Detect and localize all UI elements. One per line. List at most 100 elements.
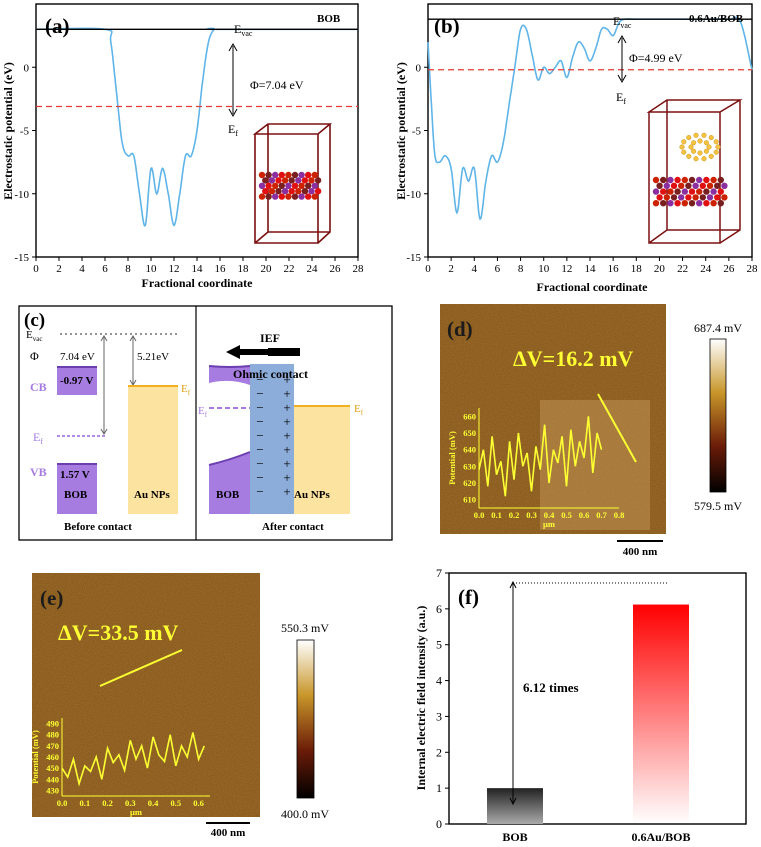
atom bbox=[278, 171, 285, 179]
atom bbox=[688, 188, 696, 195]
y-tick-label: 5 bbox=[436, 638, 442, 652]
inset-y-label: Potential (mV) bbox=[447, 431, 457, 485]
atom bbox=[667, 188, 674, 195]
atom bbox=[262, 188, 269, 195]
minus-sign: − bbox=[256, 470, 263, 485]
y-tick-label: 0 bbox=[436, 817, 442, 831]
y-tick-label: 3 bbox=[436, 709, 442, 723]
atom bbox=[696, 176, 703, 184]
inset-y-tick-label: 490 bbox=[46, 719, 59, 729]
inset-x-label: μm bbox=[543, 519, 555, 529]
y-tick-label: 0 bbox=[416, 62, 422, 74]
x-tick-label: 18 bbox=[631, 263, 643, 275]
gold-atom bbox=[681, 139, 687, 145]
atom bbox=[710, 176, 717, 184]
x-tick-label: 12 bbox=[561, 263, 572, 275]
atom bbox=[305, 182, 312, 189]
y-tick-label: -10 bbox=[14, 189, 29, 201]
atom bbox=[308, 188, 315, 195]
panel-c-charge-signs: −−−−−−−−−+++++++++ bbox=[256, 372, 290, 499]
panel-c-cb-block bbox=[57, 367, 97, 395]
inset-x-tick-label: 0.1 bbox=[491, 510, 502, 520]
inset-x-tick-label: 0.3 bbox=[125, 798, 136, 808]
atom bbox=[308, 177, 315, 184]
x-tick-label: 10 bbox=[146, 263, 158, 275]
panel-c-after-cb bbox=[209, 366, 250, 385]
inset-y-tick-label: 460 bbox=[46, 752, 59, 762]
atom bbox=[311, 171, 318, 179]
inset-x-label: μm bbox=[130, 807, 142, 817]
gold-atom bbox=[691, 140, 697, 146]
panel-c-before-caption: Before contact bbox=[64, 521, 132, 533]
inset-x-tick-label: 0.8 bbox=[614, 510, 625, 520]
category-label: BOB bbox=[502, 830, 527, 844]
atom bbox=[656, 194, 663, 201]
panel-b-crystal-structure bbox=[646, 99, 743, 244]
inset-x-tick-label: 0.2 bbox=[102, 798, 113, 808]
panel-a-ylabel: Electrostatic potential (eV) bbox=[1, 62, 15, 200]
plus-sign: + bbox=[283, 456, 290, 471]
x-tick-label: 26 bbox=[723, 263, 735, 275]
panel-c-evac: Evac bbox=[26, 329, 42, 343]
atom bbox=[706, 182, 714, 189]
x-tick-label: 6 bbox=[102, 263, 108, 275]
atom bbox=[663, 194, 670, 201]
inset-x-tick-label: 0.2 bbox=[509, 510, 520, 520]
atom bbox=[291, 193, 299, 200]
atom bbox=[660, 176, 667, 184]
atom bbox=[314, 177, 322, 184]
panel-e-delta-v: ΔV=33.5 mV bbox=[58, 620, 179, 645]
atom bbox=[696, 200, 703, 207]
x-tick-label: 22 bbox=[677, 263, 688, 275]
panel-b-xlabel: Fractional coordinate bbox=[537, 280, 649, 294]
panel-a-ef: Ef bbox=[228, 122, 238, 138]
atom bbox=[703, 200, 710, 207]
panel-c-after-vb bbox=[209, 452, 250, 514]
y-tick-label: 2 bbox=[436, 745, 442, 759]
atom bbox=[298, 182, 305, 189]
inset-x-tick-label: 0.0 bbox=[474, 510, 485, 520]
atom bbox=[670, 182, 678, 189]
atom bbox=[272, 193, 279, 200]
plus-sign: + bbox=[283, 470, 290, 485]
panel-e-cmax: 550.3 mV bbox=[281, 621, 329, 635]
x-tick-label: 14 bbox=[585, 263, 597, 275]
panel-c-phi-bob: 7.04 eV bbox=[60, 351, 95, 363]
atom bbox=[288, 188, 295, 195]
minus-sign: − bbox=[256, 442, 263, 457]
x-tick-label: 6 bbox=[495, 263, 501, 275]
panel-a-axes: 0 2 4 6 8 10 12 14 16 18 20 22 24 26 28-15-10-50 bbox=[14, 62, 364, 275]
panel-a-potential-line bbox=[35, 27, 358, 227]
atom bbox=[301, 188, 309, 195]
panel-e-scan-line bbox=[99, 649, 183, 687]
inset-y-tick-label: 610 bbox=[463, 495, 476, 505]
x-tick-label: 14 bbox=[192, 263, 204, 275]
atom bbox=[291, 171, 299, 179]
gold-atom bbox=[686, 153, 692, 159]
atom bbox=[699, 182, 706, 189]
atom bbox=[721, 194, 728, 201]
inset-y-tick-label: 430 bbox=[46, 785, 59, 795]
x-tick-label: 18 bbox=[238, 263, 250, 275]
gold-atom bbox=[697, 150, 703, 156]
panel-b-phi-arrowheads bbox=[617, 34, 627, 84]
atom bbox=[685, 194, 692, 201]
minus-sign: − bbox=[256, 372, 263, 387]
panel-a-phi: Φ=7.04 eV bbox=[250, 78, 304, 92]
inset-y-tick-label: 660 bbox=[463, 411, 476, 421]
panel-d-scan-line bbox=[597, 393, 637, 463]
atom bbox=[278, 182, 285, 189]
inset-potential-line bbox=[478, 416, 603, 497]
x-tick-label: 16 bbox=[608, 263, 620, 275]
x-tick-label: 12 bbox=[169, 263, 180, 275]
atom bbox=[678, 182, 685, 189]
x-tick-label: 24 bbox=[307, 263, 319, 275]
inset-y-tick-label: 480 bbox=[46, 730, 59, 740]
atom bbox=[685, 182, 692, 189]
panel-c-after-au-ef: Ef bbox=[354, 403, 364, 417]
gold-atom bbox=[697, 138, 703, 144]
gold-atom bbox=[715, 144, 721, 150]
inset-potential-line bbox=[61, 732, 206, 787]
y-tick-label: -10 bbox=[406, 189, 421, 201]
